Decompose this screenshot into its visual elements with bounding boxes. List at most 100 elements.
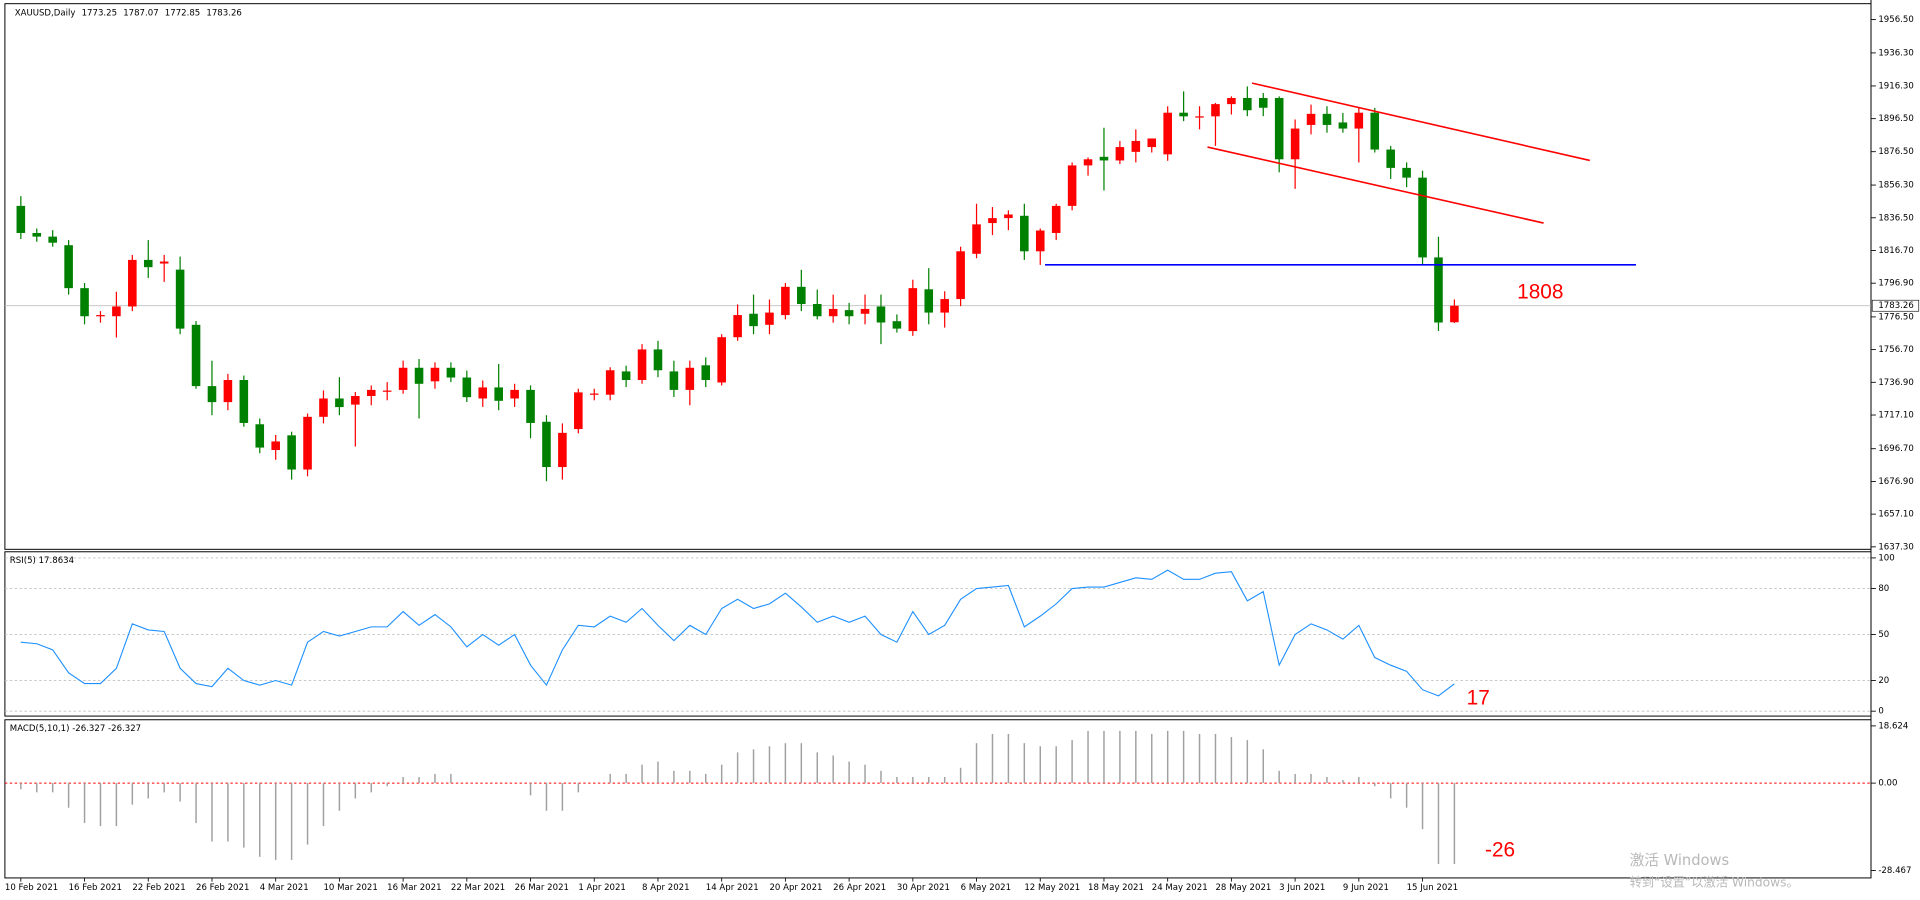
symbol: XAUUSD,Daily xyxy=(15,8,76,18)
candle-body xyxy=(1147,138,1157,148)
candle-body xyxy=(605,370,615,395)
candle-body xyxy=(64,245,73,289)
candle-body xyxy=(446,367,456,378)
y-tick-label: 1696.70 xyxy=(1878,444,1913,454)
candle-body xyxy=(1450,305,1459,323)
candle-body xyxy=(32,232,42,237)
candle-body xyxy=(876,306,886,323)
candle-body xyxy=(542,421,551,468)
candle-body xyxy=(430,367,440,382)
y-tick-label: 1916.30 xyxy=(1878,81,1913,91)
y-tick-label: 100 xyxy=(1878,553,1894,563)
candle-body xyxy=(1386,149,1395,168)
candle-body xyxy=(637,349,647,380)
candle-body xyxy=(1020,215,1029,252)
y-tick-label: 1936.30 xyxy=(1878,48,1913,58)
y-tick-label: 1956.50 xyxy=(1878,15,1913,25)
candle-body xyxy=(143,259,153,268)
candle-body xyxy=(159,261,169,264)
candle-body xyxy=(1004,214,1013,219)
candle-body xyxy=(621,371,631,380)
candle-body xyxy=(1322,113,1332,125)
candle-body xyxy=(1115,147,1125,161)
candle-body xyxy=(717,337,726,383)
candle-body xyxy=(1083,159,1093,166)
y-tick-label: 0 xyxy=(1878,707,1883,717)
candle-body xyxy=(239,379,249,423)
header-high: 1787.07 xyxy=(123,8,158,18)
candle-body xyxy=(1354,112,1364,129)
candle-body xyxy=(1274,98,1284,160)
candle-body xyxy=(1051,205,1061,233)
candle-body xyxy=(988,218,997,224)
candle-body xyxy=(335,398,344,408)
candle-body xyxy=(908,288,918,332)
x-tick-label: 6 May 2021 xyxy=(961,883,1011,893)
candle-body xyxy=(844,310,854,317)
candle-body xyxy=(494,387,503,401)
candle-body xyxy=(382,390,392,392)
candle-body xyxy=(940,299,949,313)
y-tick-label: 1796.90 xyxy=(1878,279,1913,289)
x-tick-label: 16 Feb 2021 xyxy=(69,883,122,893)
candle-body xyxy=(558,432,567,468)
candle-body xyxy=(1402,167,1411,178)
candle-body xyxy=(414,367,424,384)
x-tick-label: 10 Mar 2021 xyxy=(323,883,377,893)
x-tick-label: 22 Mar 2021 xyxy=(451,883,505,893)
x-tick-label: 18 May 2021 xyxy=(1088,883,1144,893)
trend-line xyxy=(1251,82,1590,162)
candle-body xyxy=(1306,113,1316,125)
candle-body xyxy=(1035,230,1045,252)
y-tick-label: 50 xyxy=(1878,630,1889,640)
x-tick-label: 26 Feb 2021 xyxy=(196,883,249,893)
candle-body xyxy=(765,312,774,325)
candle-body xyxy=(48,236,57,243)
x-tick-label: 8 Apr 2021 xyxy=(642,883,690,893)
candle-body xyxy=(510,389,519,399)
header-open: 1773.25 xyxy=(82,8,117,18)
annotation: 1808 xyxy=(1517,281,1563,304)
x-tick-label: 9 Jun 2021 xyxy=(1343,883,1389,893)
candle-body xyxy=(685,367,695,390)
y-tick-label: 0.00 xyxy=(1878,779,1897,789)
candle-body xyxy=(526,389,535,423)
y-tick-label: 1776.50 xyxy=(1878,312,1913,322)
x-tick-label: 26 Mar 2021 xyxy=(515,883,569,893)
candle-body xyxy=(319,398,328,417)
header-low: 1772.85 xyxy=(165,8,200,18)
annotation: -26 xyxy=(1485,838,1515,861)
x-tick-label: 24 May 2021 xyxy=(1152,883,1208,893)
candle-body xyxy=(478,387,488,399)
candle-body xyxy=(781,286,790,316)
candle-body xyxy=(924,289,934,313)
candle-body xyxy=(956,251,965,300)
candle-body xyxy=(1290,128,1300,160)
x-tick-label: 28 May 2021 xyxy=(1215,883,1271,893)
x-tick-label: 4 Mar 2021 xyxy=(260,883,309,893)
x-tick-label: 14 Apr 2021 xyxy=(706,883,759,893)
candle-body xyxy=(223,379,233,403)
candle-body xyxy=(1370,112,1380,150)
candle-body xyxy=(1099,156,1109,161)
x-tick-label: 1 Apr 2021 xyxy=(578,883,626,893)
candle-body xyxy=(80,288,89,317)
candle-body xyxy=(1418,177,1427,258)
candle-body xyxy=(749,313,758,327)
watermark: 激活 Windows xyxy=(1630,852,1730,869)
x-tick-label: 15 Jun 2021 xyxy=(1407,883,1459,893)
candle-body xyxy=(287,435,296,470)
candle-body xyxy=(589,393,599,395)
y-tick-label: -28.467 xyxy=(1878,866,1911,876)
candle-body xyxy=(175,269,185,329)
indicator-title: RSI(5) 17.8634 xyxy=(10,556,74,566)
candle-body xyxy=(303,416,312,470)
candle-body xyxy=(398,367,408,390)
x-tick-label: 20 Apr 2021 xyxy=(769,883,822,893)
candle-body xyxy=(462,377,472,398)
candle-body xyxy=(972,224,981,254)
y-tick-label: 20 xyxy=(1878,676,1889,686)
candle-body xyxy=(653,349,663,371)
